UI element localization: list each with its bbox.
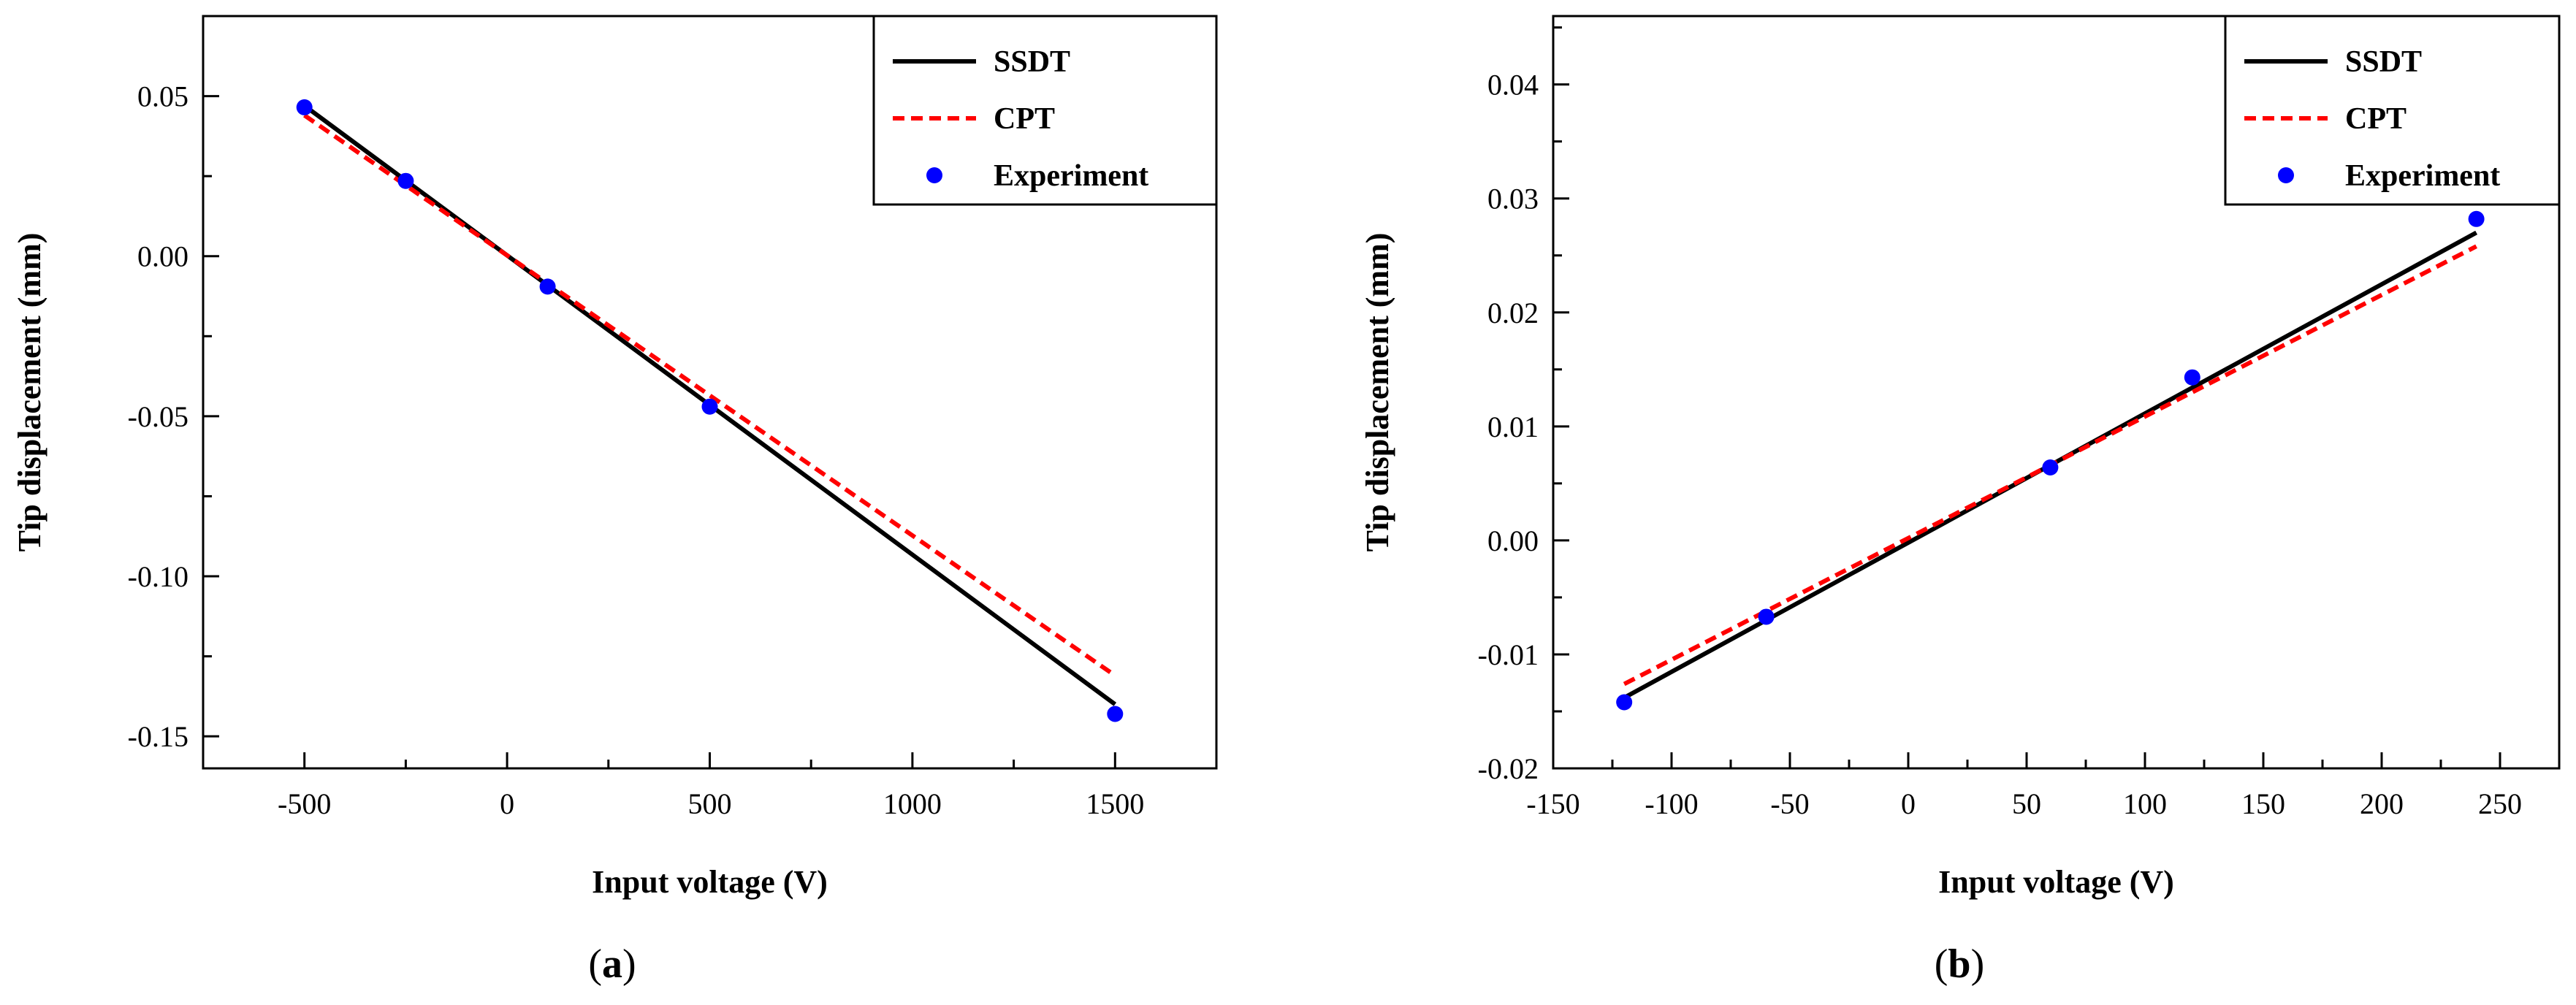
plot-frame	[1552, 15, 2561, 770]
experiment-point	[2184, 369, 2200, 386]
x-tick-label: 150	[2241, 787, 2285, 820]
x-tick-label: 500	[688, 787, 732, 820]
panel-letter: a	[602, 941, 622, 987]
x-tick-label: 250	[2478, 787, 2522, 820]
legend: SSDT CPT Experiment	[2224, 15, 2561, 206]
y-tick-label: 0.02	[1487, 297, 1539, 329]
experiment-point	[539, 278, 556, 295]
panel-label: (b)	[1935, 941, 1984, 987]
panel-letter: b	[1948, 941, 1970, 987]
x-tick-label: 50	[2012, 787, 2041, 820]
panel-label: (a)	[588, 941, 636, 987]
y-tick-label: 0.00	[1487, 524, 1539, 557]
x-tick-label: 1000	[883, 787, 942, 820]
x-tick-label: -500	[278, 787, 331, 820]
legend-label: Experiment	[2345, 159, 2500, 193]
x-tick-label: -100	[1645, 787, 1698, 820]
y-tick-label: 0.00	[137, 240, 188, 273]
legend-label: CPT	[994, 102, 1055, 136]
y-tick-label: -0.10	[128, 560, 188, 593]
x-tick-label: 0	[1901, 787, 1916, 820]
x-tick-label: 100	[2123, 787, 2167, 820]
experiment-point	[1616, 694, 1633, 711]
y-tick-label: -0.05	[128, 400, 188, 433]
x-tick-label: 200	[2360, 787, 2404, 820]
legend-label: CPT	[2345, 102, 2407, 136]
y-tick-label: -0.01	[1478, 638, 1539, 671]
x-tick-label: 1500	[1086, 787, 1144, 820]
y-tick-label: 0.05	[137, 80, 188, 113]
experiment-point	[701, 398, 718, 415]
experiment-point	[397, 172, 414, 189]
legend-label: SSDT	[2345, 45, 2422, 79]
experiment-point	[296, 99, 313, 115]
legend: SSDT CPT Experiment	[872, 15, 1218, 206]
x-axis-title: Input voltage (V)	[1938, 864, 2174, 900]
y-tick-label: 0.04	[1487, 69, 1539, 102]
x-axis-title: Input voltage (V)	[592, 864, 828, 900]
y-tick-label: -0.15	[128, 720, 188, 753]
legend-label: SSDT	[994, 45, 1070, 79]
chart-panel-a: -500 0 500 1000 1500 0.05 0.00 -0.05 -0.10 -0.15 I…	[12, 15, 1218, 987]
chart-panel-b: -150 -100 -50 0 50 100 150 200 250 -0.02 -0.01 0.00…	[1360, 15, 2561, 987]
y-axis-title: Tip displacement (mm)	[1360, 233, 1395, 552]
x-tick-label: -150	[1526, 787, 1579, 820]
experiment-point	[2468, 210, 2485, 227]
y-tick-label: -0.02	[1478, 752, 1539, 785]
y-axis-title: Tip displacement (mm)	[12, 233, 47, 552]
experiment-point	[1107, 706, 1124, 722]
y-tick-label: 0.03	[1487, 183, 1539, 215]
legend-symbol-experiment	[2278, 167, 2294, 183]
experiment-point	[2042, 459, 2059, 475]
x-tick-label: 0	[500, 787, 514, 820]
x-tick-label: -50	[1770, 787, 1809, 820]
y-tick-label: 0.01	[1487, 410, 1539, 443]
legend-label: Experiment	[994, 159, 1148, 193]
experiment-point	[1758, 608, 1775, 625]
legend-symbol-experiment	[926, 167, 942, 183]
